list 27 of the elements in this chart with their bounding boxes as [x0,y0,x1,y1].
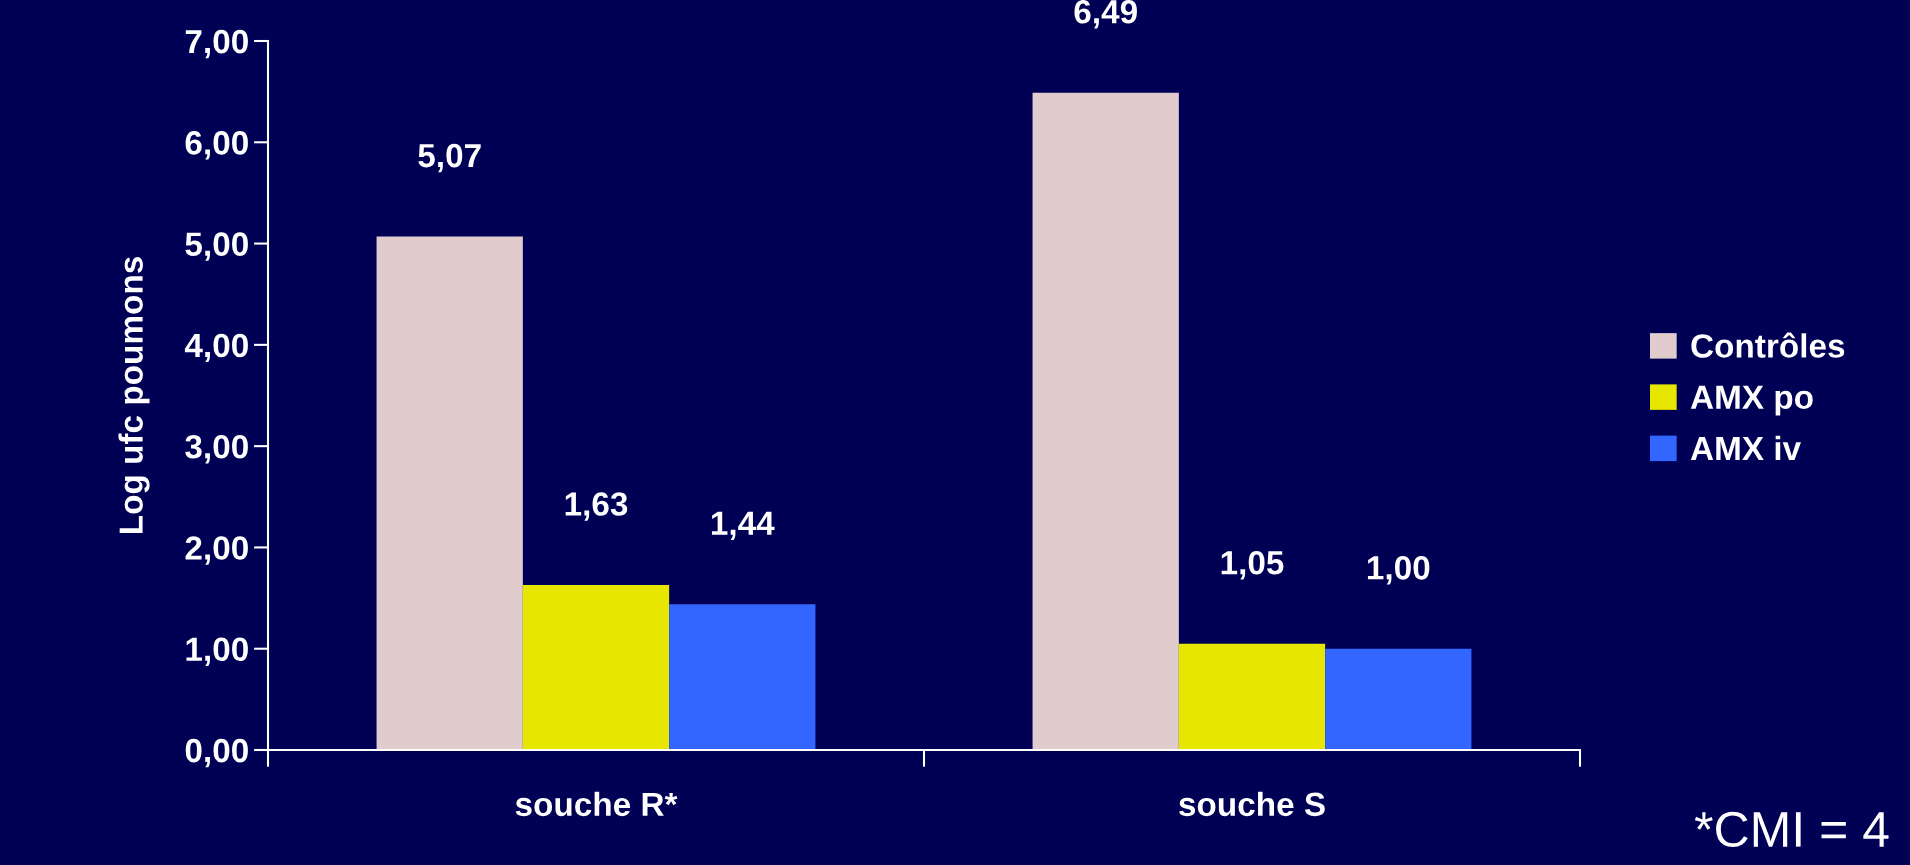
data-label: 1,05 [1221,550,1284,580]
y-tick-label: 0,00 [185,738,248,768]
legend-label: AMX iv [1690,435,1801,460]
bar [1032,92,1179,750]
bar [522,584,670,750]
text: *CMI = 4 [1694,811,1889,848]
y-tick-label: 4,00 [184,333,248,363]
y-tick-label: 7,00 [185,29,248,59]
data-label: 1,63 [565,492,628,521]
y-tick-label: 2,00 [185,536,248,565]
legend-label: Contrôles [1691,332,1845,358]
y-tick-label: 1,00 [186,637,248,666]
y-tick-label: 6,00 [185,131,248,160]
bar [376,236,523,750]
y-tick-label: 3,00 [185,434,248,464]
x-tick-label: souche S [1179,791,1325,817]
bar [1325,648,1472,750]
data-label: 1,00 [1367,556,1430,585]
data-label: 5,07 [418,143,481,173]
x-tick-label: souche R* [515,791,678,817]
y-tick-label: 5,00 [185,232,248,261]
data-label: 1,44 [711,511,775,540]
bar [1178,643,1326,750]
legend-label: AMX po [1690,385,1813,416]
data-label: 6,49 [1074,0,1137,29]
y-axis-title: Log ufc poumons [118,257,150,534]
bar [669,604,816,750]
